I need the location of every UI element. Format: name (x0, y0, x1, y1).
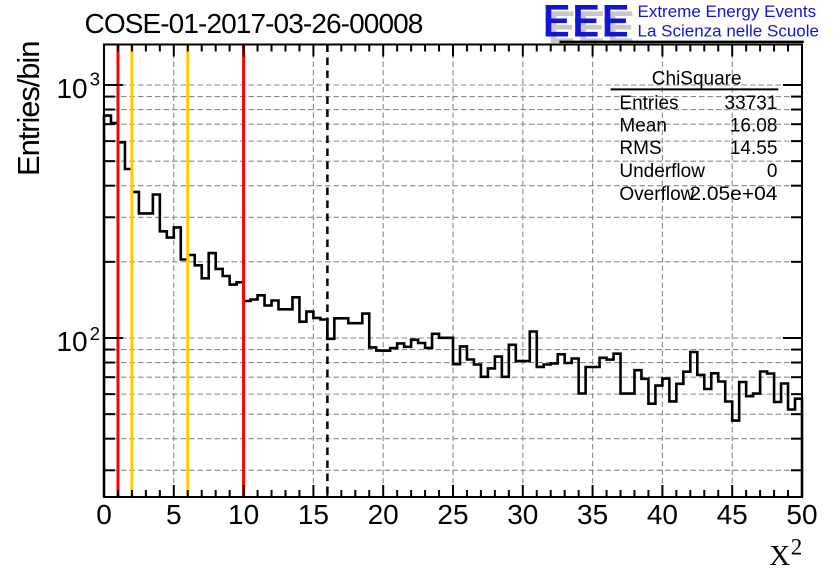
svg-text:10: 10 (56, 73, 87, 104)
svg-text:35: 35 (577, 499, 608, 530)
svg-text:0: 0 (96, 499, 112, 530)
svg-text:45: 45 (717, 499, 748, 530)
svg-text:10: 10 (228, 499, 259, 530)
svg-text:Overflow: Overflow (619, 184, 694, 205)
svg-text:2.05e+04: 2.05e+04 (689, 184, 777, 205)
svg-text:33731: 33731 (725, 93, 778, 114)
svg-text:ChiSquare: ChiSquare (652, 69, 742, 90)
svg-text:25: 25 (437, 499, 468, 530)
svg-text:0: 0 (767, 161, 778, 182)
svg-text:50: 50 (786, 499, 817, 530)
svg-text:20: 20 (368, 499, 399, 530)
svg-text:15: 15 (298, 499, 329, 530)
svg-text:RMS: RMS (619, 138, 661, 159)
svg-text:2: 2 (791, 534, 803, 559)
svg-text:Underflow: Underflow (619, 161, 705, 182)
svg-text:La Scienza nelle Scuole: La Scienza nelle Scuole (638, 22, 819, 41)
svg-text:3: 3 (90, 68, 100, 89)
svg-text:Entries: Entries (619, 93, 678, 114)
svg-text:Extreme Energy Events: Extreme Energy Events (638, 2, 817, 21)
svg-text:16.08: 16.08 (730, 116, 778, 137)
svg-text:5: 5 (166, 499, 182, 530)
svg-text:2: 2 (90, 323, 100, 344)
svg-text:Mean: Mean (619, 116, 667, 137)
svg-text:30: 30 (507, 499, 538, 530)
svg-text:40: 40 (647, 499, 678, 530)
svg-text:X: X (769, 540, 790, 572)
svg-text:COSE-01-2017-03-26-00008: COSE-01-2017-03-26-00008 (85, 8, 423, 39)
svg-text:Entries/bin: Entries/bin (11, 42, 46, 176)
svg-text:10: 10 (56, 326, 87, 357)
svg-text:14.55: 14.55 (730, 138, 778, 159)
